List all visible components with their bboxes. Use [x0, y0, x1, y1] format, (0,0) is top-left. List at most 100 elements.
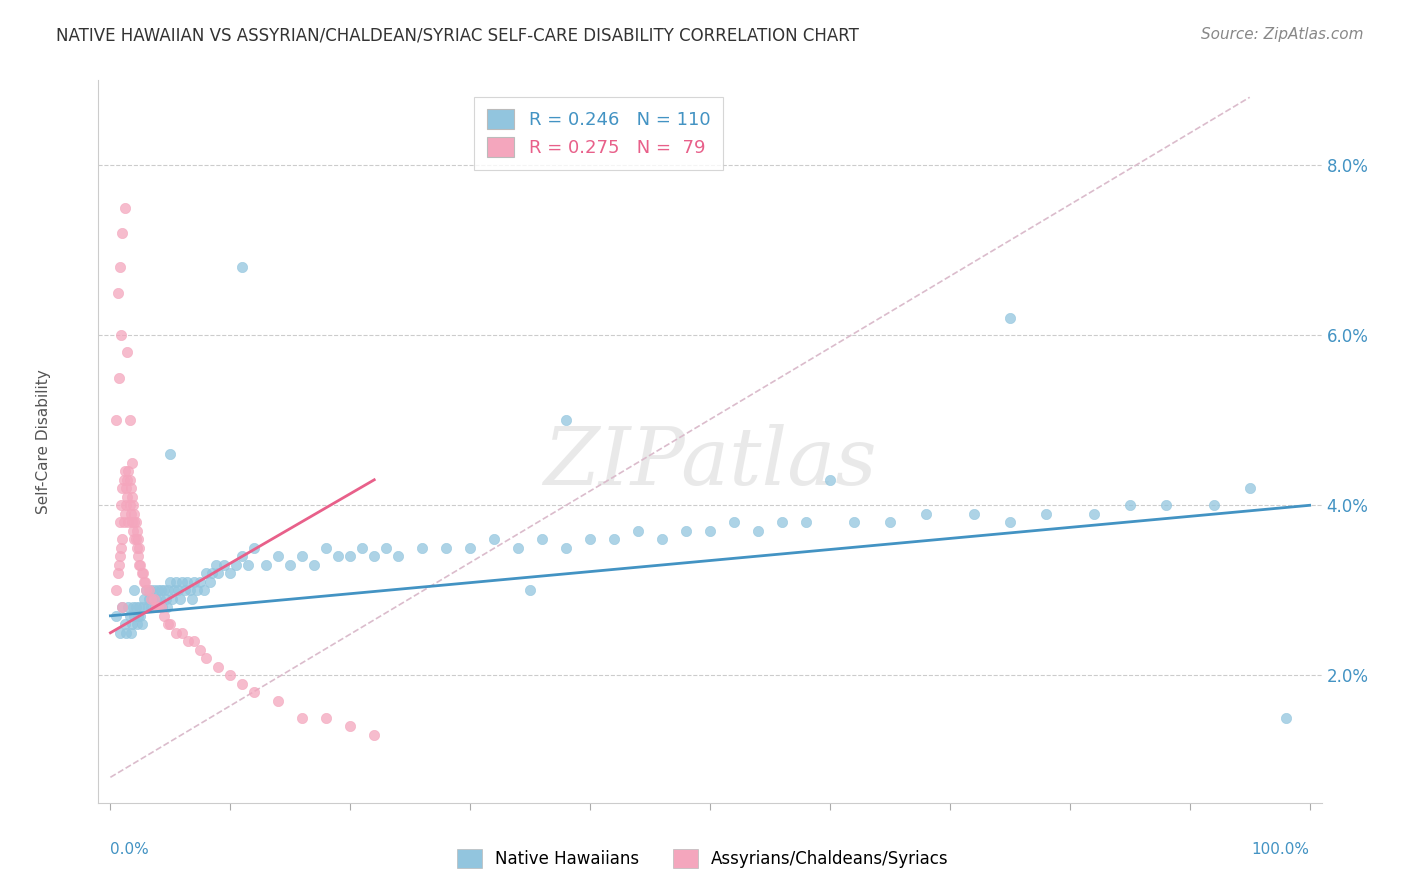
Point — [121, 516, 143, 530]
Point — [186, 583, 208, 598]
Point — [114, 507, 136, 521]
Point — [122, 600, 145, 615]
Point — [111, 600, 134, 615]
Point — [675, 524, 697, 538]
Point — [124, 516, 146, 530]
Point — [555, 413, 578, 427]
Point — [155, 591, 177, 606]
Point — [150, 600, 173, 615]
Point — [231, 677, 253, 691]
Point — [231, 549, 253, 564]
Point — [105, 583, 128, 598]
Point — [125, 524, 148, 538]
Point — [112, 516, 135, 530]
Point — [114, 464, 136, 478]
Point — [156, 617, 179, 632]
Point — [124, 583, 146, 598]
Point — [915, 507, 938, 521]
Point — [149, 600, 172, 615]
Point — [132, 566, 155, 581]
Point — [128, 600, 150, 615]
Point — [141, 600, 163, 615]
Point — [519, 583, 541, 598]
Point — [118, 413, 141, 427]
Point — [127, 608, 149, 623]
Point — [219, 566, 242, 581]
Point — [254, 558, 277, 572]
Point — [508, 541, 530, 555]
Point — [128, 541, 150, 555]
Point — [153, 608, 176, 623]
Point — [132, 591, 155, 606]
Point — [363, 549, 385, 564]
Point — [375, 541, 398, 555]
Point — [304, 558, 326, 572]
Point — [198, 574, 221, 589]
Point — [108, 625, 131, 640]
Point — [231, 260, 253, 275]
Point — [143, 600, 166, 615]
Point — [434, 541, 457, 555]
Point — [111, 481, 134, 495]
Point — [159, 447, 181, 461]
Point — [207, 660, 229, 674]
Point — [117, 600, 139, 615]
Point — [238, 558, 260, 572]
Point — [132, 574, 155, 589]
Point — [124, 516, 146, 530]
Point — [166, 583, 188, 598]
Legend: Native Hawaiians, Assyrians/Chaldeans/Syriacs: Native Hawaiians, Assyrians/Chaldeans/Sy… — [450, 843, 956, 875]
Point — [138, 591, 160, 606]
Point — [125, 617, 148, 632]
Point — [124, 533, 146, 547]
Point — [115, 498, 138, 512]
Point — [315, 541, 337, 555]
Point — [127, 533, 149, 547]
Point — [352, 541, 374, 555]
Point — [108, 371, 129, 385]
Point — [1119, 498, 1142, 512]
Point — [177, 634, 200, 648]
Point — [105, 608, 128, 623]
Point — [579, 533, 602, 547]
Point — [108, 516, 131, 530]
Point — [998, 516, 1021, 530]
Point — [141, 591, 163, 606]
Point — [108, 558, 129, 572]
Point — [142, 591, 165, 606]
Point — [107, 566, 129, 581]
Point — [219, 668, 242, 682]
Point — [122, 498, 145, 512]
Point — [225, 558, 247, 572]
Text: NATIVE HAWAIIAN VS ASSYRIAN/CHALDEAN/SYRIAC SELF-CARE DISABILITY CORRELATION CHA: NATIVE HAWAIIAN VS ASSYRIAN/CHALDEAN/SYR… — [56, 27, 859, 45]
Point — [207, 566, 229, 581]
Point — [120, 507, 142, 521]
Point — [1202, 498, 1225, 512]
Point — [183, 634, 205, 648]
Point — [120, 625, 142, 640]
Point — [115, 345, 138, 359]
Point — [134, 574, 156, 589]
Point — [963, 507, 986, 521]
Point — [172, 574, 194, 589]
Point — [121, 617, 143, 632]
Point — [115, 473, 138, 487]
Point — [118, 608, 141, 623]
Point — [149, 583, 172, 598]
Point — [111, 533, 134, 547]
Point — [145, 600, 167, 615]
Point — [998, 311, 1021, 326]
Point — [124, 533, 146, 547]
Point — [267, 549, 290, 564]
Point — [1035, 507, 1057, 521]
Point — [108, 549, 131, 564]
Point — [135, 583, 157, 598]
Point — [482, 533, 505, 547]
Point — [165, 625, 187, 640]
Point — [651, 533, 673, 547]
Point — [105, 413, 128, 427]
Point — [124, 608, 146, 623]
Point — [160, 591, 183, 606]
Point — [699, 524, 721, 538]
Point — [770, 516, 793, 530]
